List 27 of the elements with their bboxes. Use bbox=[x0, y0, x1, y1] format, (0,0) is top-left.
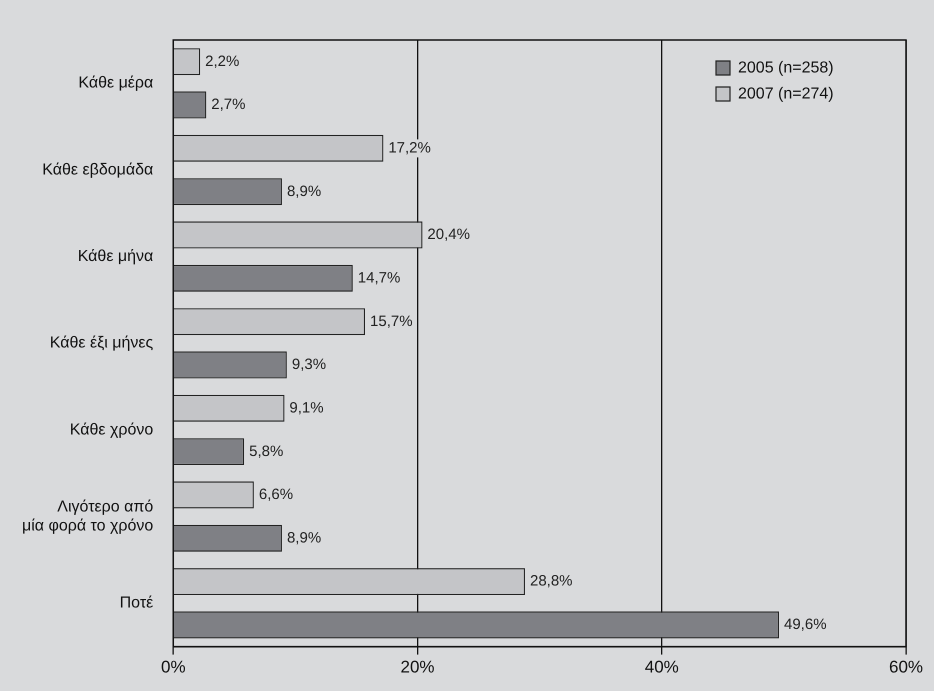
data-label: 14,7% bbox=[358, 269, 400, 286]
data-label: 28,8% bbox=[530, 572, 573, 590]
data-label: 49,6% bbox=[784, 616, 827, 634]
data-label: 20,4% bbox=[427, 226, 470, 244]
y-tick-label: Κάθε μήνα bbox=[78, 248, 154, 266]
y-tick-label: Κάθε χρόνο bbox=[70, 421, 154, 438]
data-label: 2,7% bbox=[211, 96, 246, 114]
y-tick-label: Λιγότερο από μία φορά το χρόνο bbox=[22, 498, 154, 535]
data-label: 9,3% bbox=[292, 356, 326, 374]
data-label: 15,7% bbox=[370, 312, 413, 330]
x-tick-label: 0% bbox=[160, 657, 186, 676]
data-label: 5,8% bbox=[249, 442, 284, 460]
y-tick-label: Κάθε εβδομάδα bbox=[42, 161, 154, 178]
y-tick-label: Κάθε έξι μήνες bbox=[50, 334, 154, 352]
y-tick-label: Ποτέ bbox=[120, 594, 154, 612]
x-tick-label: 40% bbox=[644, 657, 679, 676]
y-tick-label: Κάθε μέρα bbox=[78, 74, 154, 92]
x-tick-label: 60% bbox=[888, 657, 924, 676]
data-label: 8,9% bbox=[286, 182, 322, 200]
data-label: 6,6% bbox=[258, 486, 294, 504]
x-tick-label: 20% bbox=[400, 657, 435, 676]
data-label: 2,2% bbox=[205, 52, 240, 70]
data-label: 8,9% bbox=[286, 529, 322, 546]
data-label: 9,1% bbox=[289, 399, 324, 416]
legend-label: 2007 (n=274) bbox=[738, 85, 834, 102]
data-label: 17,2% bbox=[388, 139, 431, 156]
legend-label: 2005 (n=258) bbox=[738, 59, 834, 76]
